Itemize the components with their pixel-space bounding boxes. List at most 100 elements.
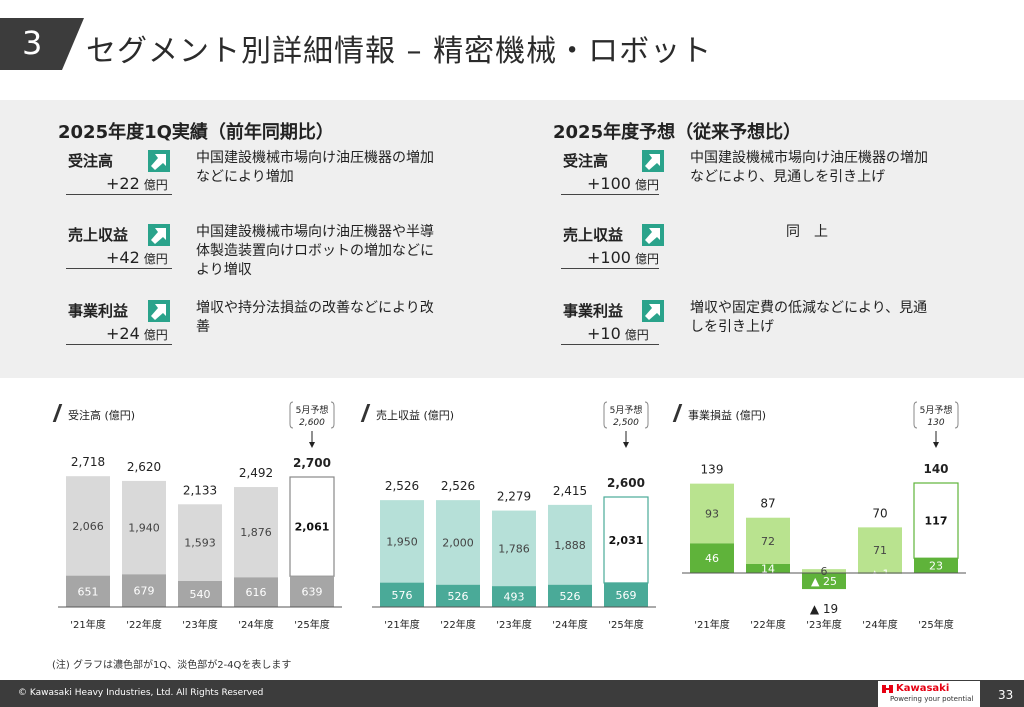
bar-1q-label: 616	[246, 586, 267, 599]
metric-underline	[561, 344, 659, 345]
metric-value-unit: 億円	[624, 328, 649, 342]
metric-value-unit: 億円	[143, 178, 168, 192]
bar-2-4q-label: 2,066	[72, 520, 104, 533]
category-label: '21年度	[384, 618, 419, 631]
bar-1q-label: 526	[448, 590, 469, 603]
bar-2-4q-label: 1,786	[498, 542, 530, 555]
category-label: '24年度	[238, 618, 273, 631]
bar-2-4q-label: 72	[761, 535, 775, 548]
bar-1q-label: 639	[302, 586, 323, 599]
footer: © Kawasaki Heavy Industries, Ltd. All Ri…	[0, 680, 1024, 707]
bar-2-4q	[802, 569, 846, 573]
description-line: しを引き上げ	[690, 319, 774, 335]
forecast-bracket-left	[913, 401, 918, 429]
chart-title: 事業損益 (億円)	[688, 409, 767, 422]
metric-underline	[561, 268, 659, 269]
metric-value: +24 億円	[106, 324, 168, 343]
metric-description: 中国建設機械市場向け油圧機器や半導 体製造装置向けロボットの増加などに より増収	[196, 223, 486, 280]
bar-1q-label: 576	[392, 589, 413, 602]
section-number: 3	[22, 24, 43, 62]
bar-2-4q	[436, 500, 480, 585]
bar-1q	[548, 584, 592, 607]
total-label: 2,415	[553, 484, 587, 498]
up-right-arrow-icon	[642, 224, 664, 246]
bar-2-4q	[380, 500, 424, 583]
bar-1q-label: 493	[504, 591, 525, 604]
orders-chart: 受注高 (億円) 651 2,066 2,718 '21年度 679 1,940 2,620…	[40, 392, 360, 652]
bar-2-4q	[858, 527, 902, 573]
orders-chart-svg: 651 2,066 2,718 '21年度 679 1,940 2,620 '22年度 540 1…	[58, 401, 342, 631]
forecast-arrow-head	[623, 442, 629, 448]
metric-label: 受注高	[563, 152, 609, 170]
bar-2-4q	[690, 483, 734, 544]
bar-2-4q	[234, 487, 278, 578]
forecast-bracket-left	[603, 401, 608, 429]
metric-value: +100 億円	[587, 174, 659, 193]
bar-2-4q-label: 1,888	[554, 539, 586, 552]
description-line: より増収	[196, 262, 252, 278]
bar-2-4q-label: 2,000	[442, 536, 474, 549]
total-label: 2,526	[441, 479, 475, 493]
chart-title: 売上収益 (億円)	[376, 409, 455, 422]
bar-1q-label: 23	[929, 560, 943, 573]
description-line: などにより増加	[196, 169, 294, 185]
bar-1q-label: 14	[761, 563, 775, 576]
kawasaki-logo: Kawasaki Powering your potential	[878, 681, 980, 707]
slide-header: 3 セグメント別詳細情報 – 精密機械・ロボット	[0, 0, 1024, 100]
total-label: 2,133	[183, 483, 217, 497]
total-label: 70	[872, 506, 887, 520]
bar-1q	[290, 576, 334, 607]
description-line: などにより、見通しを引き上げ	[690, 169, 886, 185]
total-label: 2,620	[127, 460, 161, 474]
forecast-label: 5月予想	[610, 404, 643, 416]
bar-2-4q-forecast	[289, 476, 335, 577]
bar-1q-label: 651	[78, 585, 99, 598]
forecast-label: 5月予想	[296, 404, 329, 416]
forecast-value: 2,600	[299, 418, 325, 428]
forecast-value: 130	[927, 418, 944, 428]
description-line: 善	[196, 319, 210, 335]
bar-2-4q-label: 1,940	[128, 522, 160, 535]
chart-title: 受注高 (億円)	[68, 409, 136, 422]
forecast-value: 2,500	[613, 418, 639, 428]
bar-1q	[914, 558, 958, 573]
bar-1q	[436, 584, 480, 607]
total-label: ▲ 19	[810, 602, 838, 616]
bar-2-4q-label: 1,876	[240, 526, 272, 539]
bar-1q-label: ▲ 1	[871, 567, 890, 580]
category-label: '24年度	[552, 618, 587, 631]
revenue-chart-svg: 576 1,950 2,526 '21年度 526 2,000 2,526 '22年度 493 1…	[372, 401, 656, 631]
metric-label: 事業利益	[68, 302, 129, 320]
category-label: '22年度	[440, 618, 475, 631]
description-line: 増収や持分法損益の改善などにより改	[196, 300, 434, 316]
metric-description: 中国建設機械市場向け油圧機器の増加 などにより、見通しを引き上げ	[690, 149, 980, 187]
logo-text: Kawasaki	[896, 683, 950, 694]
total-label: 2,700	[293, 456, 331, 470]
total-label: 140	[923, 462, 948, 476]
metric-value: +22 億円	[106, 174, 168, 193]
bar-1q	[66, 575, 110, 607]
metric-value: +100 億円	[587, 248, 659, 267]
forecast-bracket-right	[644, 401, 649, 429]
metric-value-number: +100	[587, 174, 631, 193]
total-label: 139	[701, 463, 724, 477]
metric-value: +42 億円	[106, 248, 168, 267]
bar-2-4q	[178, 504, 222, 581]
up-right-arrow-icon	[148, 224, 170, 246]
bar-2-4q-forecast	[913, 482, 959, 559]
metric-underline	[561, 194, 659, 195]
bar-2-4q	[548, 504, 592, 585]
bar-2-4q-label: 93	[705, 508, 719, 521]
bar-1q-label: ▲ 25	[811, 575, 837, 588]
bar-2-4q-label: 71	[873, 544, 887, 557]
category-label: '21年度	[694, 618, 729, 631]
summary-panel: 2025年度1Q実績（前年同期比） 2025年度予想（従来予想比） 受注高 +22…	[0, 100, 1024, 378]
up-right-arrow-icon	[642, 300, 664, 322]
bar-1q	[802, 573, 846, 590]
metric-value-number: +42	[106, 248, 140, 267]
category-label: '23年度	[182, 618, 217, 631]
category-label: '23年度	[806, 618, 841, 631]
forecast-arrow-head	[933, 442, 939, 448]
metric-description: 中国建設機械市場向け油圧機器の増加 などにより増加	[196, 149, 486, 187]
description-line: 体製造装置向けロボットの増加などに	[196, 243, 434, 259]
